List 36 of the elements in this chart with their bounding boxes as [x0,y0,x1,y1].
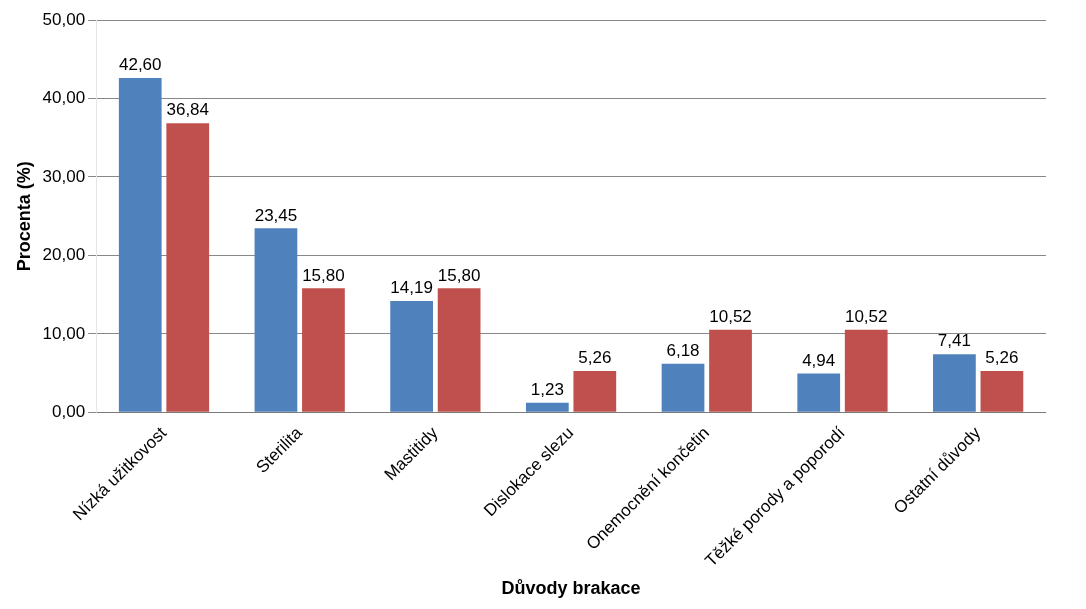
bar [390,300,433,412]
bar [797,373,841,412]
data-label: 14,19 [390,278,433,298]
y-tick-label: 30,00 [42,166,86,186]
bar [118,78,162,412]
y-tick-label: 0,00 [52,402,86,422]
bar [525,402,569,412]
data-label: 42,60 [118,55,162,75]
bar [166,123,210,412]
bar [933,354,976,412]
bar [980,371,1024,412]
data-label: 23,45 [254,205,298,225]
data-label: 10,52 [844,306,888,326]
bar [709,329,752,412]
data-label: 6,18 [666,341,700,361]
y-tick-label: 10,00 [42,323,86,343]
data-label: 36,84 [166,100,210,120]
bar [254,228,298,412]
data-label: 7,41 [937,331,971,351]
bar [844,329,888,412]
y-tick-label: 50,00 [42,9,86,29]
data-label: 4,94 [802,350,836,370]
data-label: 10,52 [709,306,752,326]
y-axis-title: Procenta (%) [13,161,34,272]
x-axis-title: Důvody brakace [501,578,641,599]
data-label: 1,23 [530,379,564,399]
bar [437,288,481,412]
bar [661,363,705,412]
data-label: 5,26 [578,348,612,368]
bar [302,288,345,412]
bar [573,371,617,412]
data-label: 15,80 [437,265,481,285]
y-tick-label: 40,00 [42,88,86,108]
y-tick-label: 20,00 [42,245,86,265]
data-label: 5,26 [985,348,1019,368]
data-label: 15,80 [302,265,345,285]
